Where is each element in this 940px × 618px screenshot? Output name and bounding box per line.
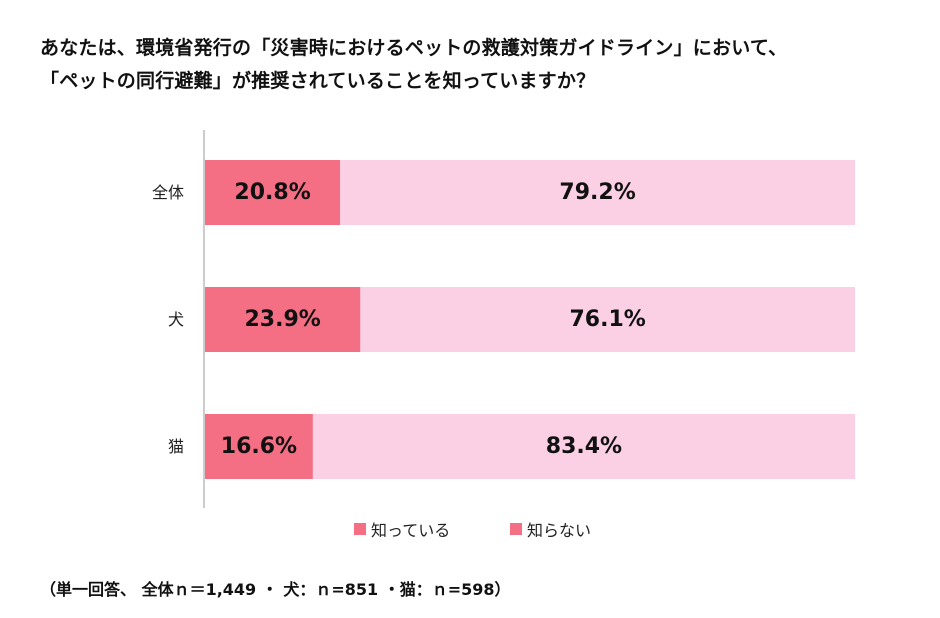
data-label-row-3-series-1: 16.6%: [221, 434, 297, 459]
bar-row-2-series-2: [360, 287, 855, 352]
data-label-row-3-series-2: 83.4%: [546, 434, 622, 459]
data-label-row-1-series-1: 20.8%: [234, 180, 310, 205]
data-label-row-2-series-2: 76.1%: [570, 307, 646, 332]
chart-title: あなたは、環境省発行の「災害時におけるペットの救護対策ガイドライン」において、 …: [40, 32, 920, 98]
chart-title-line-2: 「ペットの同行避難」が推奨されていることを知っていますか？: [40, 70, 596, 92]
sample-size-footnote: （単一回答、 全体ｎ＝1,449 ・ 犬：ｎ=851 ・猫：ｎ=598）: [40, 580, 511, 599]
bar-row-1-series-2: [340, 160, 855, 225]
legend-item-unknown: 知らない: [510, 517, 591, 541]
category-label-row-1: 全体: [152, 183, 184, 202]
legend-label-unknown: 知らない: [527, 521, 592, 540]
bar-row-3-series-2: [312, 414, 855, 479]
legend-label-known: 知っている: [371, 521, 451, 540]
legend: 知っている 知らない: [0, 517, 940, 541]
category-label-row-3: 猫: [168, 437, 184, 456]
data-label-row-1-series-2: 79.2%: [559, 180, 635, 205]
category-label-row-2: 犬: [168, 310, 184, 329]
legend-item-known: 知っている: [354, 517, 450, 541]
bar-row-1-series-1: [205, 160, 341, 225]
legend-swatch-known: [354, 523, 366, 535]
data-label-row-2-series-1: 23.9%: [245, 307, 321, 332]
chart-title-line-1: あなたは、環境省発行の「災害時におけるペットの救護対策ガイドライン」において、: [40, 37, 788, 59]
legend-swatch-unknown: [510, 523, 522, 535]
bar-row-2-series-1: [205, 287, 361, 352]
bar-row-3-series-1: [205, 414, 313, 479]
bars-layer: 全体 20.8% 79.2% 犬 23.9% 76.1% 猫 16.6% 83.4%: [152, 160, 855, 479]
